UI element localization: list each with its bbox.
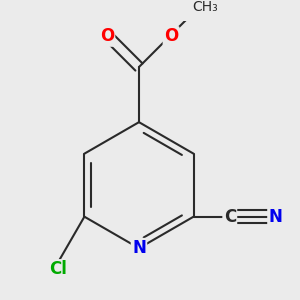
Text: N: N	[268, 208, 282, 226]
Text: Cl: Cl	[49, 260, 67, 278]
Text: N: N	[132, 239, 146, 257]
Text: CH₃: CH₃	[192, 0, 218, 14]
Text: O: O	[164, 28, 178, 46]
Text: C: C	[224, 208, 236, 226]
Text: O: O	[100, 28, 114, 46]
